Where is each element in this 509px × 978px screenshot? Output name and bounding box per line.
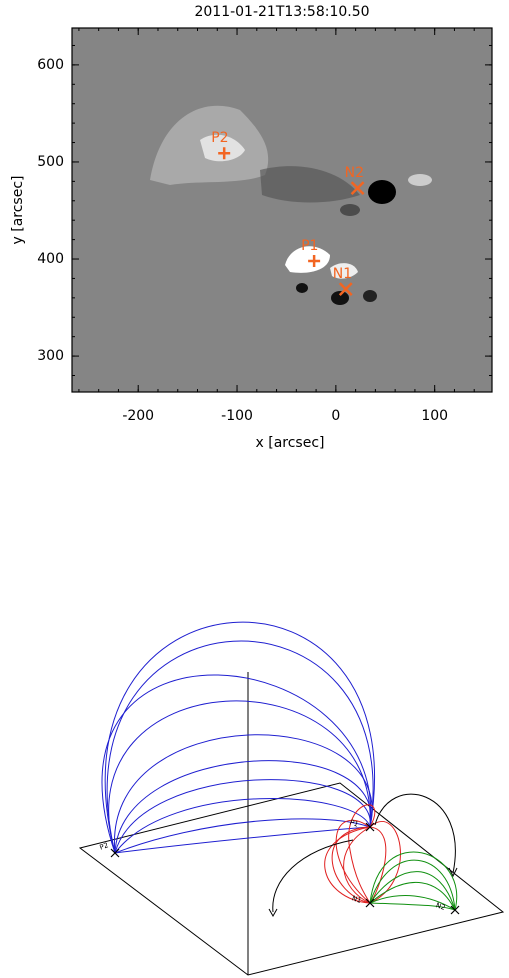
footpoint-markers xyxy=(111,823,459,914)
footpoint-label: N1 xyxy=(351,894,363,905)
photosphere-plane xyxy=(80,783,503,975)
footpoint-label: N2 xyxy=(435,901,447,912)
x-tick-label: -200 xyxy=(122,408,154,424)
x-tick-label: 100 xyxy=(421,408,448,424)
figure: 2011-01-21T13:58:10.50 x [arcsec] y [arc… xyxy=(0,0,509,978)
magnetogram-panel: 2011-01-21T13:58:10.50 x [arcsec] y [arc… xyxy=(10,4,492,451)
x-tick-label: 0 xyxy=(331,408,340,424)
y-tick-label: 400 xyxy=(37,251,64,267)
marker-label: N2 xyxy=(345,165,364,181)
marker-label: N1 xyxy=(333,266,352,282)
chart-title: 2011-01-21T13:58:10.50 xyxy=(194,4,369,20)
footpoint-label: P2 xyxy=(99,841,110,851)
page: {"chart_data": [{"type": "scatter", "tit… xyxy=(0,0,509,978)
y-axis-label: y [arcsec] xyxy=(10,176,26,245)
footpoint-label: P1 xyxy=(349,818,360,828)
y-tick-label: 600 xyxy=(37,57,64,73)
y-tick-label: 500 xyxy=(37,154,64,170)
y-tick-label: 300 xyxy=(37,348,64,364)
red-field-lines xyxy=(325,805,401,903)
marker-label: P2 xyxy=(211,130,228,146)
magnetogram xyxy=(72,28,492,392)
blue-field-lines xyxy=(102,622,375,853)
green-field-lines xyxy=(370,852,457,910)
field-line-diagram: P2 P1 N1 N2 xyxy=(80,622,503,975)
marker-label: P1 xyxy=(301,238,318,254)
x-axis-label: x [arcsec] xyxy=(256,435,325,451)
x-tick-label: -100 xyxy=(221,408,253,424)
